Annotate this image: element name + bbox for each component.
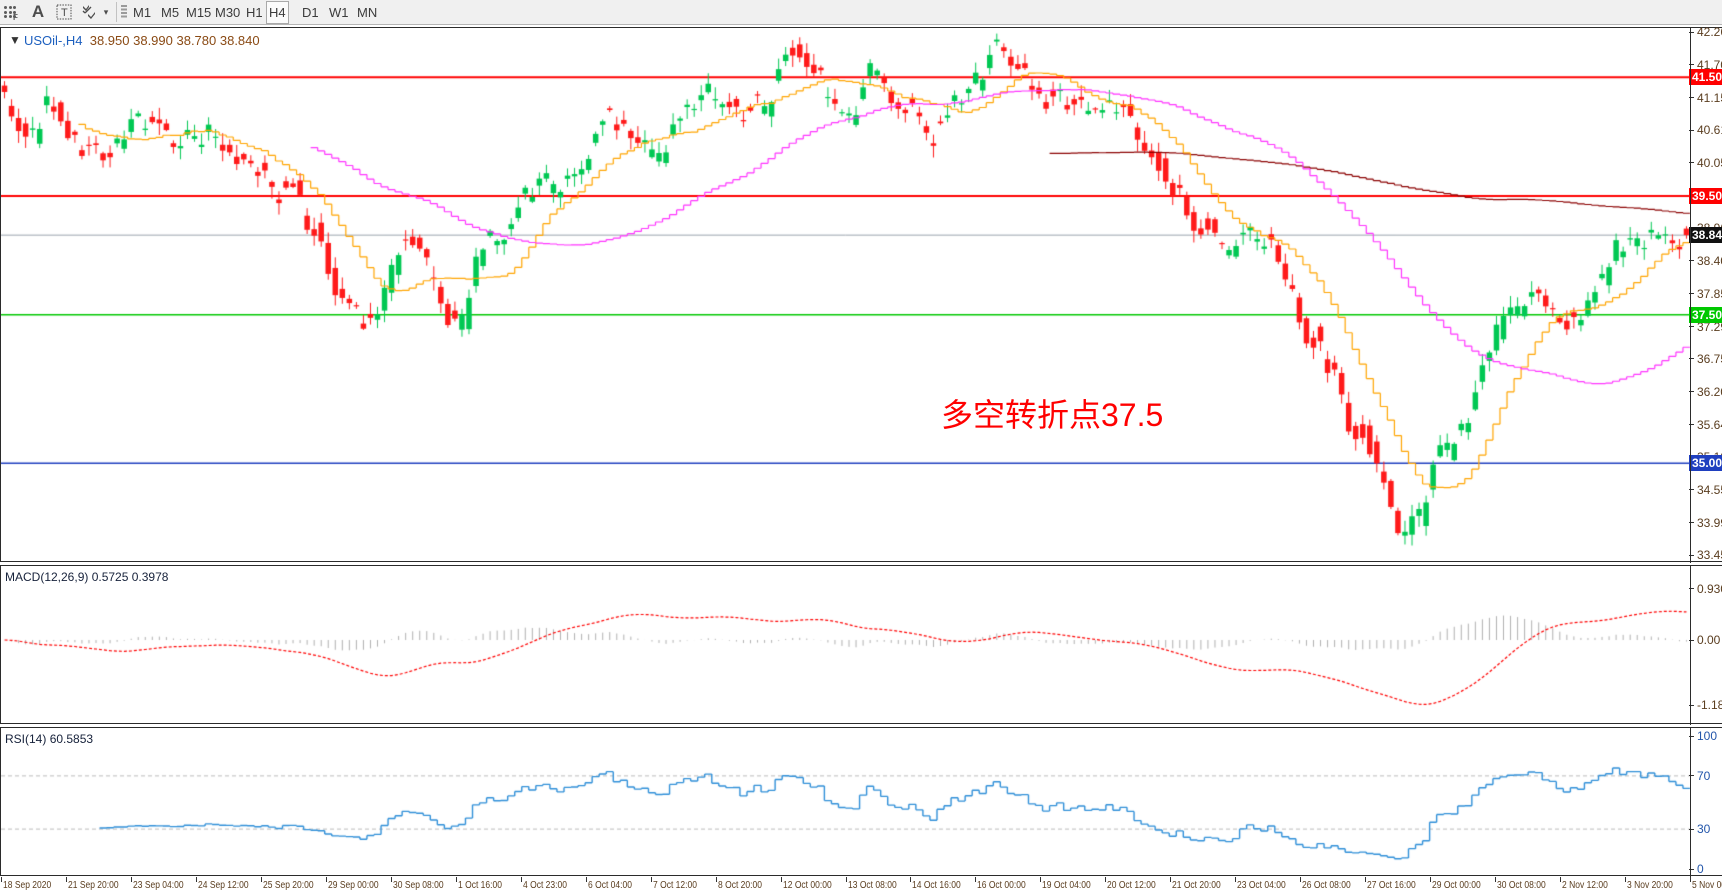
svg-text:T: T (61, 7, 68, 19)
